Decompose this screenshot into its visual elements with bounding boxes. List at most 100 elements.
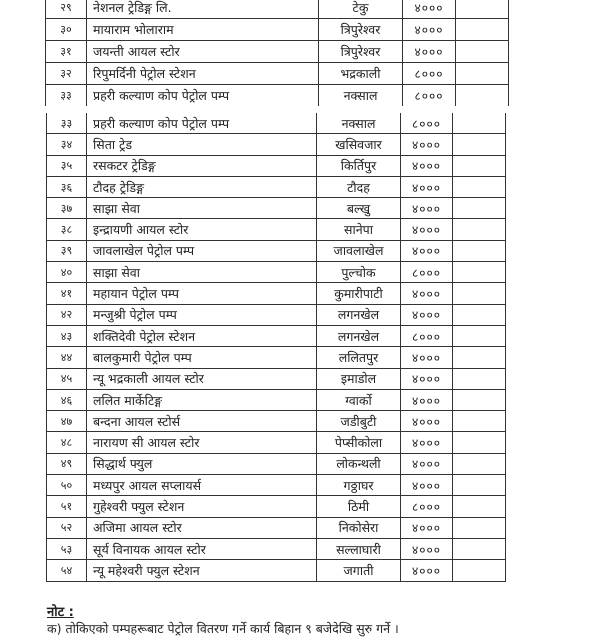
station-location: पुल्चोक — [316, 261, 401, 284]
empty-cell — [452, 133, 506, 156]
allocation-amount: ४००० — [402, 18, 456, 41]
station-location: सल्लाघारी — [316, 537, 401, 561]
station-name: सिता ट्रेड — [86, 133, 317, 156]
empty-cell — [452, 324, 506, 348]
table-row: ५० मध्यपुर आयल सप्लायर्स गठ्ठाघर ४००० — [46, 474, 506, 497]
station-location: निकोसेरा — [316, 516, 401, 539]
row-number: ३२ — [45, 62, 87, 85]
station-name: रसकटर ट्रेडिङ्ग — [86, 154, 317, 177]
row-number: ५३ — [46, 537, 87, 561]
table-row: ३७ साझा सेवा बल्खु ४००० — [46, 197, 506, 220]
allocation-amount: ८००० — [400, 495, 453, 518]
station-name: मायाराम भोलाराम — [86, 18, 319, 41]
fuel-station-table-bottom: ३३ प्रहरी कल्याण कोप पेट्रोल पम्प नक्साल ८०… — [46, 113, 506, 582]
row-number: ३९ — [46, 239, 87, 263]
station-location: जडीबुटी — [316, 410, 401, 433]
table-row: ४९ सिद्धार्थ फ्युल लोकन्थली ४००० — [46, 452, 506, 476]
station-name: बालकुमारी पेट्रोल पम्प — [86, 346, 317, 369]
note-title: नोट : — [47, 605, 74, 620]
allocation-amount: ४००० — [400, 197, 453, 220]
table-row: ४२ मन्जुश्री पेट्रोल पम्प लगनखेल ४००० — [46, 303, 506, 326]
row-number: ४३ — [46, 324, 87, 348]
station-name: मन्जुश्री पेट्रोल पम्प — [86, 303, 317, 326]
station-name: इन्द्रायणी आयल स्टोर — [86, 218, 317, 241]
allocation-amount: ८००० — [402, 84, 456, 106]
empty-cell — [452, 495, 506, 518]
table-row: ५४ न्यू महेश्वरी फ्युल स्टेशन जगाती ४००० — [46, 559, 506, 582]
station-name: साझा सेवा — [86, 197, 317, 220]
station-location: गठ्ठाघर — [316, 474, 401, 497]
station-name: बन्दना आयल स्टोर्स — [86, 410, 317, 433]
table-row: ५१ गुहेश्वरी फ्युल स्टेशन ठिमी ८००० — [46, 495, 506, 518]
allocation-amount: ४००० — [400, 218, 453, 241]
allocation-amount: ८००० — [402, 62, 456, 85]
empty-cell — [452, 474, 506, 497]
row-number: ४२ — [46, 303, 87, 326]
empty-cell — [452, 537, 506, 561]
row-number: ४६ — [46, 388, 87, 412]
row-number: ३८ — [46, 218, 87, 241]
station-location: ठिमी — [316, 495, 401, 518]
station-location: भद्रकाली — [318, 62, 403, 85]
allocation-amount: ४००० — [402, 40, 456, 63]
empty-cell — [452, 303, 506, 326]
allocation-amount: ४००० — [400, 431, 453, 454]
station-location: टौदह — [316, 175, 401, 199]
station-location: नक्साल — [318, 84, 403, 106]
empty-cell — [452, 282, 506, 305]
station-location: जावलाखेल — [316, 239, 401, 263]
station-location: त्रिपुरेश्वर — [318, 18, 403, 41]
allocation-amount: ८००० — [400, 261, 453, 284]
allocation-amount: ४००० — [400, 133, 453, 156]
station-location: लगनखेल — [316, 303, 401, 326]
station-name: गुहेश्वरी फ्युल स्टेशन — [86, 495, 317, 518]
row-number: ३५ — [46, 154, 87, 177]
allocation-amount: ४००० — [400, 452, 453, 476]
station-name: प्रहरी कल्याण कोप पेट्रोल पम्प — [86, 113, 317, 135]
empty-cell — [452, 516, 506, 539]
row-number: २९ — [45, 0, 87, 19]
empty-cell — [455, 40, 509, 63]
table-row: ४१ महायान पेट्रोल पम्प कुमारीपाटी ४००० — [46, 282, 506, 305]
row-number: ३७ — [46, 197, 87, 220]
empty-cell — [452, 410, 506, 433]
empty-cell — [455, 62, 509, 85]
station-location: टेकु — [318, 0, 403, 19]
station-location: लगनखेल — [316, 324, 401, 348]
station-name: नेशनल ट्रेडिङ्ग लि. — [86, 0, 319, 19]
empty-cell — [452, 197, 506, 220]
table-row: ३६ टौदह ट्रेडिङ्ग टौदह ४००० — [46, 175, 506, 199]
empty-cell — [452, 154, 506, 177]
station-name: जावलाखेल पेट्रोल पम्प — [86, 239, 317, 263]
table-row: ४३ शक्तिदेवी पेट्रोल स्टेशन लगनखेल ८००० — [46, 324, 506, 348]
table-row: ३१ जयन्ती आयल स्टोर त्रिपुरेश्वर ४००० — [45, 40, 509, 63]
fuel-station-table-top: २९ नेशनल ट्रेडिङ्ग लि. टेकु ४००० ३० मायाराम भ… — [45, 0, 509, 106]
station-name: महायान पेट्रोल पम्प — [86, 282, 317, 305]
station-location: इमाडोल — [316, 367, 401, 390]
station-location: लोकन्थली — [316, 452, 401, 476]
station-name: न्यू भद्रकाली आयल स्टोर — [86, 367, 317, 390]
empty-cell — [452, 175, 506, 199]
table-row: ३३ प्रहरी कल्याण कोप पेट्रोल पम्प नक्साल ८०… — [46, 113, 506, 135]
empty-cell — [455, 0, 509, 19]
allocation-amount: ४००० — [400, 367, 453, 390]
row-number: ४१ — [46, 282, 87, 305]
station-location: ललितपुर — [316, 346, 401, 369]
empty-cell — [452, 239, 506, 263]
row-number: ३४ — [46, 133, 87, 156]
allocation-amount: ४००० — [400, 346, 453, 369]
row-number: ३६ — [46, 175, 87, 199]
station-location: बल्खु — [316, 197, 401, 220]
empty-cell — [455, 84, 509, 106]
empty-cell — [455, 18, 509, 41]
allocation-amount: ४००० — [400, 175, 453, 199]
row-number: ५१ — [46, 495, 87, 518]
empty-cell — [452, 261, 506, 284]
allocation-amount: ४००० — [400, 410, 453, 433]
station-location: ग्वार्को — [316, 388, 401, 412]
empty-cell — [452, 113, 506, 135]
table-row: ४० साझा सेवा पुल्चोक ८००० — [46, 261, 506, 284]
allocation-amount: ४००० — [400, 303, 453, 326]
station-location: खसिवजार — [316, 133, 401, 156]
allocation-amount: ४००० — [400, 516, 453, 539]
